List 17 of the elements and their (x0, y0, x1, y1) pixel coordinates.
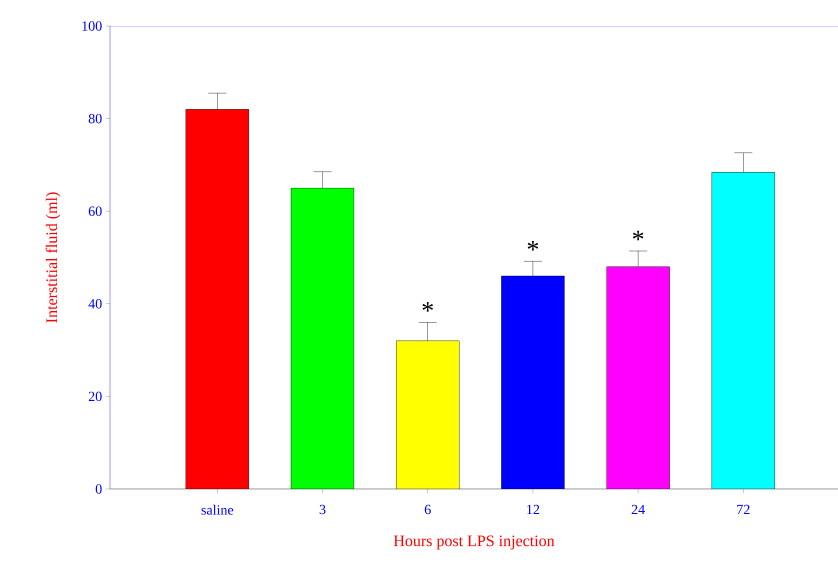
x-tick-label: 24 (632, 504, 645, 514)
x-tick-label: 6 (424, 504, 431, 514)
x-tick-label: 3 (320, 504, 326, 514)
y-tick-label: 0 (96, 484, 102, 494)
y-axis-title: Interstitial fluid (ml) (46, 192, 60, 323)
annotation: * (422, 302, 433, 312)
y-tick-label: 80 (88, 114, 102, 124)
annotation: * (632, 230, 644, 240)
x-tick-label: 72 (737, 504, 750, 514)
x-tick-label: saline (202, 504, 234, 515)
y-tick-label: 40 (88, 299, 102, 309)
y-tick-label: 60 (88, 206, 102, 216)
y-tick-label: 100 (82, 21, 102, 31)
x-tick-label: 12 (527, 504, 540, 514)
annotation: * (528, 240, 538, 250)
x-axis-title: Hours post LPS injection (394, 536, 554, 550)
y-tick-label: 20 (88, 392, 102, 402)
